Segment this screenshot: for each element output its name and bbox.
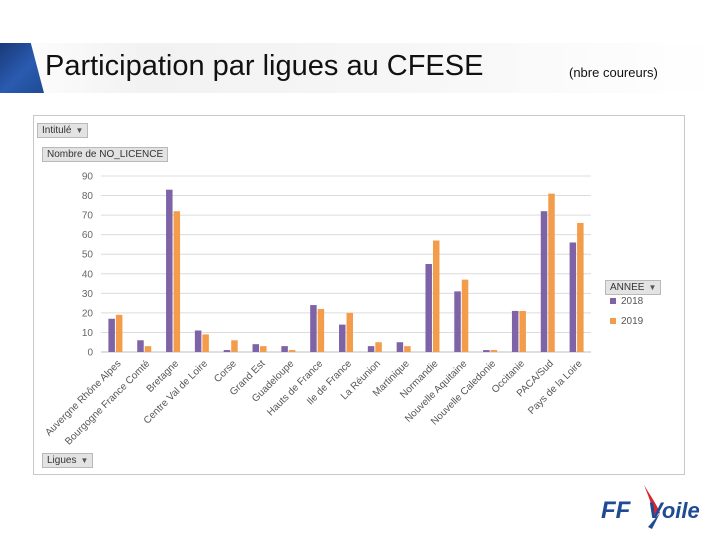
bar-2018	[511, 310, 519, 352]
bar-2019	[432, 240, 440, 352]
bar-2018	[310, 305, 317, 352]
bar-2018	[339, 324, 346, 352]
logo-voile: Voile	[648, 498, 700, 523]
y-tick-label: 50	[82, 250, 94, 261]
y-tick-label: 80	[82, 191, 94, 202]
y-tick-label: 70	[82, 211, 94, 222]
bar-2019	[317, 308, 325, 352]
bar-2018	[425, 264, 432, 352]
dropdown-arrow-icon[interactable]: ▼	[80, 456, 89, 465]
y-tick-label: 10	[82, 328, 94, 339]
bar-2018	[194, 330, 202, 352]
logo-ff: FF	[601, 497, 632, 524]
bar-2019	[548, 193, 555, 352]
legend-swatch-2019	[610, 318, 616, 324]
bar-2018	[108, 318, 115, 352]
filter-icon[interactable]: ▼	[75, 126, 84, 135]
legend-field-pill[interactable]: ANNEE ▼	[605, 280, 662, 295]
bar-2018	[569, 242, 577, 352]
bar-2019	[260, 346, 267, 352]
bar-2018	[223, 350, 231, 352]
y-tick-label: 40	[82, 269, 94, 280]
x-tick-label: Corse	[212, 358, 239, 385]
measure-pill[interactable]: Nombre de NO_LICENCE	[42, 147, 169, 162]
bar-2018	[396, 342, 404, 352]
bar-2019	[404, 346, 411, 352]
axis-field-pill[interactable]: Ligues ▼	[42, 453, 94, 468]
bar-2018	[454, 291, 461, 352]
bar-2019	[375, 342, 382, 352]
bar-2019	[461, 279, 469, 352]
bar-2019	[202, 334, 209, 352]
bar-2018	[137, 340, 144, 352]
bar-2019	[173, 211, 181, 352]
title-band	[0, 43, 720, 93]
filter-pill[interactable]: Intitulé ▼	[37, 123, 89, 138]
bar-2019	[144, 346, 152, 352]
bar-2018	[540, 211, 548, 352]
pivot-chart: Intitulé ▼ Nombre de NO_LICENCE Ligues ▼ A…	[33, 115, 685, 475]
bar-2018	[367, 346, 375, 352]
axis-field-label: Ligues	[47, 455, 77, 466]
x-tick-label: Pays de la Loire	[526, 358, 585, 417]
filter-pill-label: Intitulé	[42, 125, 72, 136]
measure-pill-label: Nombre de NO_LICENCE	[47, 149, 164, 160]
legend-label-2019: 2019	[621, 316, 644, 327]
ffvoile-logo: FF Voile	[598, 483, 708, 533]
bar-2018	[483, 350, 490, 352]
slide-subtitle: (nbre coureurs)	[569, 65, 658, 80]
y-tick-label: 20	[82, 308, 94, 319]
filter-icon[interactable]: ▼	[648, 283, 657, 292]
bar-2018	[281, 346, 288, 352]
logo-mark: FF Voile	[601, 485, 700, 529]
bar-2019	[288, 350, 296, 352]
y-tick-label: 0	[87, 348, 93, 359]
bar-2019	[346, 312, 353, 352]
bar-2019	[231, 340, 238, 352]
y-tick-label: 90	[82, 172, 94, 183]
legend-field-label: ANNEE	[610, 282, 645, 293]
bar-2019	[490, 350, 498, 352]
bar-2019	[577, 222, 584, 352]
slide-title: Participation par ligues au CFESE	[45, 50, 484, 82]
y-tick-label: 30	[82, 289, 94, 300]
legend-swatch-2018	[610, 298, 616, 304]
bar-2018	[252, 344, 260, 352]
bar-2018	[166, 189, 173, 352]
bar-2019	[519, 310, 526, 352]
y-tick-label: 60	[82, 230, 94, 241]
legend-label-2018: 2018	[621, 296, 644, 307]
bar-2019	[115, 314, 123, 352]
